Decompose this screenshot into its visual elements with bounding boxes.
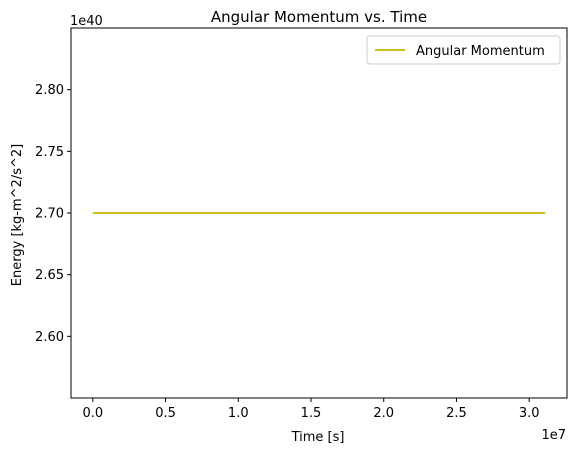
plot-frame — [70, 27, 568, 399]
y-tick-label: 2.80 — [35, 83, 64, 98]
legend-box — [366, 35, 561, 65]
y-tick-label: 2.75 — [35, 145, 64, 160]
y-offset-label: 1e40 — [70, 14, 103, 29]
y-axis-label: Energy [kg-m^2/s^2] — [10, 144, 25, 286]
x-tick-label: 2.5 — [446, 406, 467, 421]
x-tick-label: 0.0 — [82, 406, 103, 421]
x-axis-label: Time [s] — [291, 430, 345, 445]
chart-title: Angular Momentum vs. Time — [211, 8, 427, 26]
x-tick-label: 0.5 — [155, 406, 176, 421]
legend: Angular Momentum — [366, 35, 561, 65]
x-tick-label: 1.0 — [228, 406, 249, 421]
x-axis-ticks: 0.0 0.5 1.0 1.5 2.0 2.5 3.0 — [82, 398, 540, 421]
legend-label: Angular Momentum — [416, 44, 545, 59]
y-tick-label: 2.60 — [35, 330, 64, 345]
x-offset-label: 1e7 — [541, 428, 566, 443]
y-axis-ticks: 2.60 2.65 2.70 2.75 2.80 — [35, 83, 71, 345]
x-tick-label: 2.0 — [373, 406, 394, 421]
x-tick-label: 3.0 — [519, 406, 540, 421]
x-tick-label: 1.5 — [301, 406, 322, 421]
y-tick-label: 2.65 — [35, 268, 64, 283]
y-tick-label: 2.70 — [35, 207, 64, 222]
